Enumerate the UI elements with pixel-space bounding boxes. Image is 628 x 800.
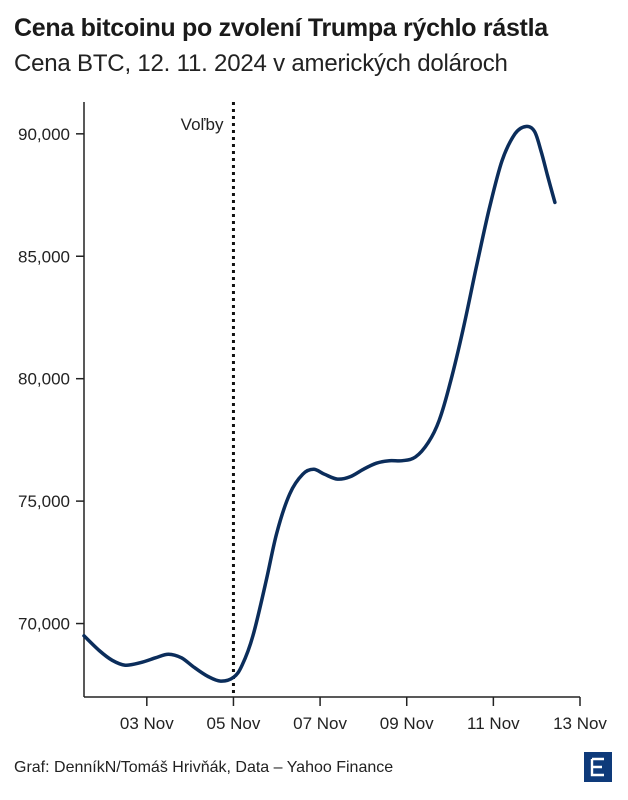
y-tick-label: 85,000 bbox=[18, 247, 70, 266]
price-chart: 70,000 75,000 80,000 85,000 90,000 03 Nov 05 … bbox=[18, 102, 607, 733]
y-axis: 70,000 75,000 80,000 85,000 90,000 bbox=[18, 102, 85, 697]
x-tick-label: 13 Nov bbox=[553, 714, 607, 733]
x-tick-label: 03 Nov bbox=[120, 714, 174, 733]
y-tick-label: 80,000 bbox=[18, 370, 70, 389]
source-note: Graf: DenníkN/Tomáš Hrivňák, Data – Yaho… bbox=[14, 759, 394, 776]
y-tick-label: 75,000 bbox=[18, 492, 70, 511]
y-tick-label: 90,000 bbox=[18, 125, 70, 144]
chart-subtitle: Cena BTC, 12. 11. 2024 v amerických dolá… bbox=[14, 50, 508, 77]
series-line bbox=[82, 124, 557, 683]
chart-title: Cena bitcoinu po zvolení Trumpa rýchlo r… bbox=[14, 14, 548, 42]
x-tick-label: 09 Nov bbox=[380, 714, 434, 733]
x-tick-label: 05 Nov bbox=[207, 714, 261, 733]
x-tick-label: 07 Nov bbox=[293, 714, 347, 733]
btc-price-series bbox=[82, 124, 557, 683]
election-annotation: Voľby bbox=[181, 102, 235, 697]
y-tick-label: 70,000 bbox=[18, 615, 70, 634]
dennikn-logo bbox=[584, 752, 612, 782]
x-tick-label: 11 Nov bbox=[467, 714, 520, 733]
election-label: Voľby bbox=[181, 115, 224, 134]
x-axis: 03 Nov 05 Nov 07 Nov 09 Nov 11 Nov 13 Nov bbox=[84, 696, 607, 733]
